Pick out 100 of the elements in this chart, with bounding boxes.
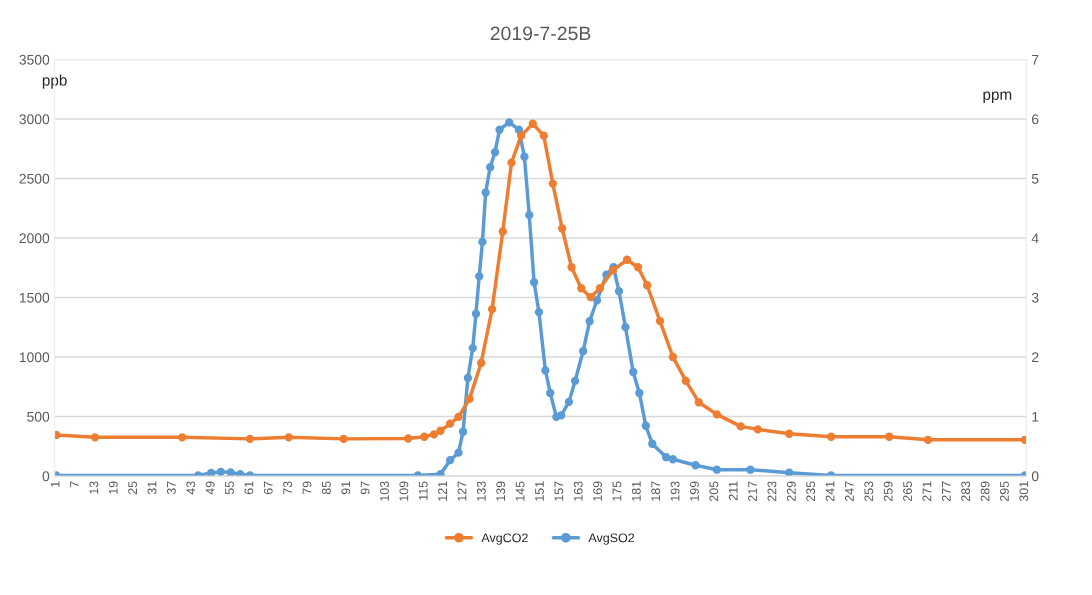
- point: [177, 433, 187, 442]
- y-tick-label: 1000: [19, 352, 50, 363]
- point: [567, 263, 576, 272]
- point: [746, 465, 755, 474]
- y2-tick-label: 2: [1032, 352, 1039, 363]
- point: [507, 158, 516, 167]
- x-tick-label: 235: [806, 481, 816, 502]
- y2-tick-label: 1: [1032, 411, 1039, 422]
- point: [885, 432, 894, 441]
- point: [476, 358, 486, 368]
- x-tick-label: 73: [283, 481, 293, 495]
- point: [475, 272, 484, 281]
- point: [635, 388, 644, 398]
- point: [454, 412, 463, 422]
- point: [558, 224, 567, 233]
- point: [557, 411, 566, 420]
- x-tick-label: 277: [941, 481, 951, 502]
- point: [595, 284, 605, 293]
- x-tick-label: 301: [1019, 481, 1029, 502]
- point: [216, 467, 226, 476]
- y2-tick-label: 5: [1031, 173, 1039, 184]
- point: [577, 284, 586, 293]
- point: [429, 430, 439, 439]
- x-tick-label: 61: [244, 481, 254, 495]
- x-tick-label: 139: [496, 481, 506, 501]
- point: [923, 435, 933, 444]
- x-tick-label: 109: [399, 481, 409, 501]
- point: [517, 131, 526, 140]
- y-tick-label: 3500: [19, 54, 50, 65]
- point: [505, 118, 514, 127]
- x-tick-label: 127: [457, 481, 467, 501]
- x-tick-label: 49: [205, 481, 215, 495]
- point: [445, 456, 455, 465]
- legend-label: AvgCO2: [481, 533, 528, 545]
- x-tick-label: 217: [748, 481, 757, 502]
- x-tick-label: 187: [651, 481, 661, 501]
- point: [525, 210, 534, 220]
- x-tick-label: 199: [690, 481, 699, 501]
- y2-tick-label: 7: [1032, 54, 1039, 65]
- x-tick-label: 1: [50, 481, 60, 487]
- x-tick-label: 295: [1000, 481, 1009, 502]
- x-tick-label: 133: [476, 481, 486, 501]
- point: [534, 307, 544, 317]
- y2-tick-label: 4: [1031, 233, 1039, 244]
- point: [487, 305, 497, 314]
- point: [486, 163, 495, 172]
- point: [784, 429, 794, 438]
- point: [633, 263, 643, 272]
- y2-axis-title: ppm: [983, 91, 1012, 103]
- point: [642, 281, 652, 290]
- point: [465, 394, 474, 404]
- point: [490, 148, 500, 157]
- point: [578, 346, 588, 356]
- point: [655, 316, 665, 326]
- point: [621, 322, 630, 332]
- y-tick-label: 0: [42, 471, 50, 482]
- point: [668, 455, 678, 464]
- point: [548, 179, 557, 188]
- x-tick-label: 205: [709, 481, 719, 502]
- point: [471, 309, 481, 318]
- point: [753, 425, 763, 434]
- chart-title: 2019-7-25B: [490, 26, 591, 41]
- point: [648, 439, 657, 448]
- point: [1020, 435, 1027, 444]
- y-tick-label: 2000: [19, 233, 50, 244]
- x-tick-label: 43: [186, 481, 196, 495]
- y2-tick-label: 6: [1032, 114, 1039, 125]
- point: [614, 287, 624, 296]
- point: [468, 343, 477, 353]
- x-tick-label: 151: [535, 481, 544, 501]
- x-tick-label: 175: [612, 481, 622, 501]
- x-tick-label: 289: [980, 481, 990, 502]
- point: [436, 426, 445, 435]
- point: [284, 433, 293, 442]
- point: [712, 465, 721, 474]
- point: [90, 433, 100, 442]
- point: [622, 255, 632, 264]
- x-tick-label: 67: [263, 481, 273, 495]
- point: [736, 422, 745, 431]
- x-tick-label: 145: [515, 481, 525, 501]
- point: [463, 373, 473, 383]
- point: [541, 366, 550, 375]
- point: [226, 468, 235, 476]
- point: [564, 397, 574, 407]
- point: [481, 188, 490, 197]
- x-tick-label: 31: [147, 481, 157, 495]
- point: [681, 376, 690, 386]
- point: [420, 432, 429, 441]
- point: [529, 278, 539, 287]
- y-tick-label: 1500: [19, 292, 50, 303]
- point: [339, 434, 348, 444]
- y2-tick-label: 0: [1031, 471, 1039, 482]
- point: [668, 352, 678, 362]
- point: [629, 367, 638, 377]
- point: [539, 131, 548, 140]
- legend-label: AvgSO2: [588, 533, 635, 545]
- x-tick-label: 163: [573, 481, 583, 501]
- x-tick-label: 19: [108, 481, 118, 494]
- y-axis-title: ppb: [42, 74, 67, 89]
- point: [585, 317, 594, 326]
